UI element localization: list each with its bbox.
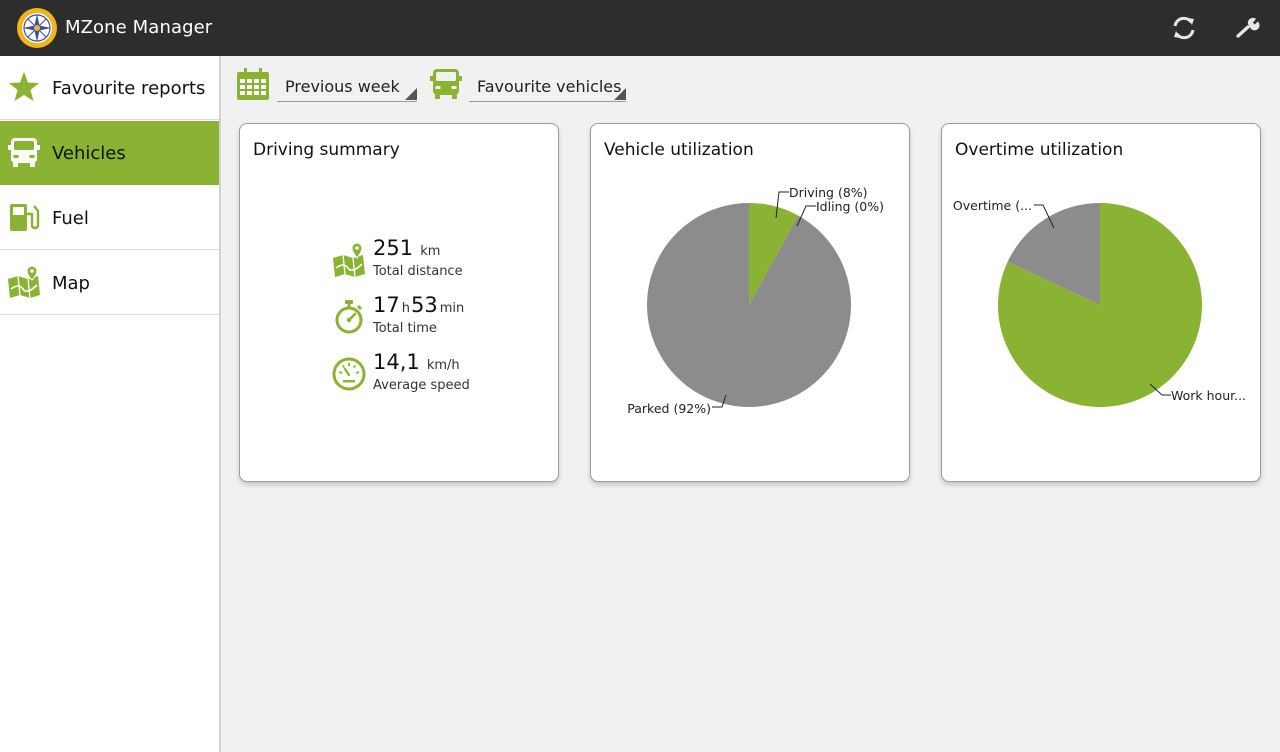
vehicle-utilization-card[interactable]: Vehicle utilization Driving (8%) Idling (… bbox=[590, 123, 910, 482]
sidebar-item-label: Vehicles bbox=[52, 143, 126, 164]
overtime-utilization-pie-chart: Work hour... Overtime (... bbox=[953, 198, 1246, 408]
app-logo-icon[interactable] bbox=[16, 7, 58, 49]
vehicle-utilization-pie-chart: Driving (8%)Idling (0%) Parked (92%) bbox=[627, 185, 884, 416]
sidebar-item-map[interactable]: Map bbox=[0, 251, 219, 315]
total-distance-label: Total distance bbox=[373, 264, 463, 279]
pie-label-leader-line bbox=[1034, 204, 1055, 229]
average-speed-value: 14,1 bbox=[373, 350, 420, 374]
vehicles-spinner-value: Favourite vehicles bbox=[477, 77, 622, 96]
refresh-icon bbox=[1173, 16, 1195, 40]
stopwatch-icon bbox=[335, 300, 363, 334]
pie-slice[interactable] bbox=[1007, 203, 1100, 305]
period-spinner[interactable]: Previous week bbox=[277, 72, 417, 102]
vehicle-filter-icon[interactable] bbox=[429, 67, 463, 101]
dropdown-caret-icon bbox=[614, 88, 626, 100]
settings-button[interactable] bbox=[1228, 8, 1268, 48]
speedometer-icon bbox=[332, 357, 366, 391]
pie-label-leader-line bbox=[712, 394, 727, 408]
star-icon bbox=[9, 72, 39, 101]
average-speed-label: Average speed bbox=[373, 378, 470, 393]
map-icon bbox=[333, 242, 365, 278]
dropdown-caret-icon bbox=[405, 88, 417, 100]
fuel-pump-icon bbox=[10, 204, 40, 231]
card-title: Overtime utilization bbox=[955, 140, 1124, 160]
sidebar-divider bbox=[219, 56, 221, 752]
sidebar-item-label: Fuel bbox=[52, 208, 89, 229]
period-spinner-value: Previous week bbox=[285, 77, 400, 96]
vehicle-icon bbox=[8, 138, 40, 167]
sidebar-item-vehicles[interactable]: Vehicles bbox=[0, 121, 219, 185]
total-distance-unit: km bbox=[420, 244, 441, 259]
pie-slice-label: Parked (92%) bbox=[627, 401, 711, 416]
wrench-icon bbox=[1236, 17, 1260, 38]
map-icon bbox=[8, 265, 40, 299]
total-time-label: Total time bbox=[373, 321, 437, 336]
total-time-hours: 17 bbox=[373, 293, 400, 317]
average-speed-unit: km/h bbox=[426, 358, 460, 373]
pie-slice-label: Driving (8%) bbox=[789, 185, 868, 200]
total-time-minutes-unit: min bbox=[439, 301, 465, 316]
overtime-utilization-card[interactable]: Overtime utilization Work hour... Overtim… bbox=[941, 123, 1261, 482]
pie-slice-label: Overtime (... bbox=[953, 198, 1032, 213]
pie-slice[interactable] bbox=[647, 203, 851, 408]
driving-summary-card[interactable]: Driving summary 251 km Total distance 17… bbox=[239, 123, 559, 482]
refresh-button[interactable] bbox=[1164, 8, 1204, 48]
pie-label-leader-line bbox=[775, 191, 789, 219]
pie-label-leader-line bbox=[796, 205, 816, 227]
pie-label-leader-line bbox=[1149, 383, 1171, 396]
action-bar: MZone Manager bbox=[0, 0, 1280, 56]
card-title: Driving summary bbox=[253, 140, 400, 160]
vehicles-spinner[interactable]: Favourite vehicles bbox=[469, 72, 626, 102]
sidebar-item-label: Favourite reports bbox=[52, 78, 206, 99]
sidebar-item-label: Map bbox=[52, 273, 90, 294]
app-title: MZone Manager bbox=[65, 17, 213, 38]
pie-slice[interactable] bbox=[998, 203, 1202, 408]
pie-slice[interactable] bbox=[749, 203, 799, 305]
pie-slice-label: Work hour... bbox=[1171, 388, 1246, 403]
calendar-icon[interactable] bbox=[236, 67, 270, 101]
total-time-minutes: 53 bbox=[410, 293, 438, 317]
total-distance-value: 251 bbox=[373, 236, 414, 260]
navigation-drawer: Favourite reports Vehicles Fuel bbox=[0, 56, 219, 752]
sidebar-item-fuel[interactable]: Fuel bbox=[0, 186, 219, 250]
sidebar-item-favourite-reports[interactable]: Favourite reports bbox=[0, 56, 219, 120]
total-time-hours-unit: h bbox=[401, 301, 410, 316]
card-title: Vehicle utilization bbox=[604, 140, 754, 160]
pie-slice-label: Idling (0%) bbox=[816, 199, 884, 214]
